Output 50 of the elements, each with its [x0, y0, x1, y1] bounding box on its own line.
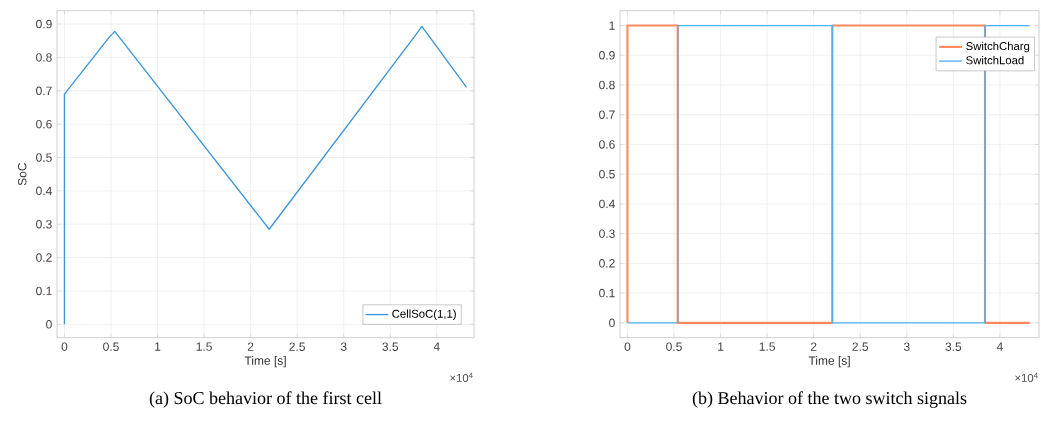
y-tick-label: 0.7: [36, 86, 52, 96]
y-tick-label: 0.8: [36, 53, 52, 62]
x-tick-label: 1.5: [759, 342, 775, 351]
y-tick-label: 0.5: [599, 169, 615, 179]
x-tick-label: 3.5: [382, 342, 399, 351]
x-tick-label: 1: [718, 342, 724, 351]
x-tick-label: 4: [996, 342, 1003, 351]
x-tick-label: 0.5: [666, 342, 682, 351]
text: (a) SoC behavior of the first cell: [149, 391, 382, 408]
x-tick-label: 2.5: [289, 342, 305, 351]
y-tick-label: 0.2: [599, 259, 615, 268]
x-tick-label: 4: [433, 342, 440, 351]
y-tick-label: 0: [46, 320, 52, 329]
text: ×10$^{4}$: [1015, 372, 1038, 382]
x-tick-label: 3: [340, 342, 347, 351]
y-tick-label: 0: [609, 318, 615, 328]
x-tick-label: 3: [903, 342, 910, 351]
y-tick-label: 0.4: [36, 186, 52, 196]
y-tick-label: 0.6: [36, 119, 52, 129]
text: (b) Behavior of the two switch signals: [692, 391, 967, 408]
y-tick-label: 0.5: [36, 153, 52, 162]
y-tick-label: 0.8: [599, 80, 615, 90]
x-tick-label: 0: [61, 342, 68, 351]
text: ×10$^{4}$: [450, 372, 473, 382]
y-tick-label: 0.3: [599, 229, 615, 238]
x-tick-label: 0.5: [103, 342, 119, 351]
x-axis-title: Time [s]: [244, 356, 286, 368]
y-tick-label: 0.9: [599, 51, 615, 60]
x-tick-label: 2: [247, 342, 254, 351]
y-tick-label: 0.1: [36, 286, 52, 296]
x-tick-label: 2.5: [852, 342, 869, 351]
legend-label: SwitchLoad: [966, 55, 1024, 65]
y-tick-label: 0.1: [599, 288, 615, 298]
y-tick-label: 0.7: [599, 110, 615, 119]
x-tick-label: 2: [810, 342, 817, 351]
y-tick-label: 0.6: [599, 140, 615, 149]
x-axis-title: Time [s]: [808, 356, 850, 368]
x-tick-label: 1.5: [196, 342, 212, 351]
y-axis-title: SoC: [17, 162, 27, 186]
x-tick-label: 0: [624, 342, 631, 351]
y-tick-label: 0.3: [36, 219, 52, 229]
y-tick-label: 0.4: [599, 199, 615, 209]
x-tick-label: 1: [155, 342, 161, 351]
line-series: [63, 25, 468, 326]
x-tick-label: 3.5: [945, 342, 962, 351]
y-tick-label: 0.2: [36, 253, 52, 262]
y-tick-label: 1: [609, 21, 615, 30]
legend-label: SwitchCharg: [966, 41, 1030, 53]
y-tick-label: 0.9: [36, 19, 52, 29]
legend-label: CellSoC(1,1): [392, 309, 456, 321]
